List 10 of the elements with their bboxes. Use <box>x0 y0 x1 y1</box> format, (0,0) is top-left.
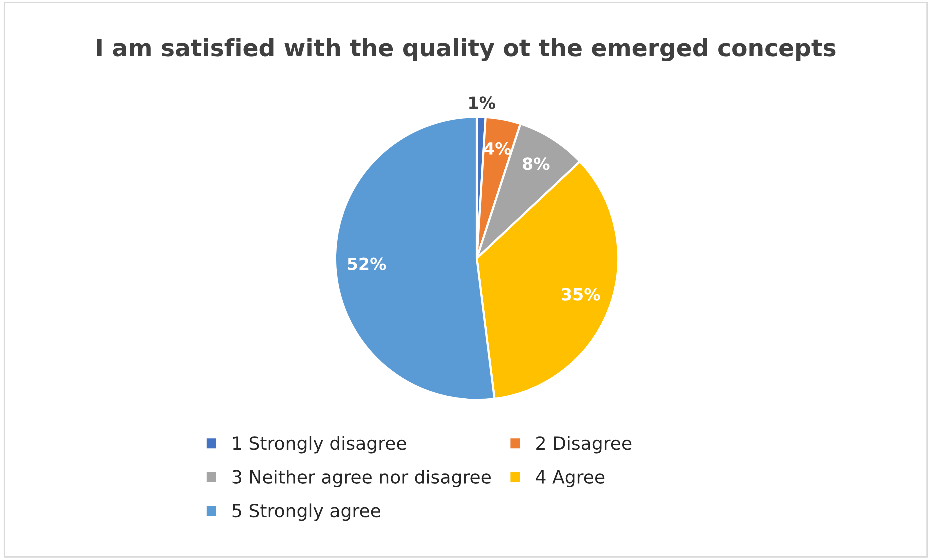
data-label: 35% <box>562 288 600 301</box>
data-label: 1% <box>470 96 496 110</box>
data-label: 52% <box>348 258 386 270</box>
data-label: 8% <box>523 158 550 170</box>
chart-title: I am satisfied with the quality ot the emerged concepts <box>97 38 836 62</box>
legend-label: 4 Agree <box>536 470 605 488</box>
legend-label: 1 Strongly disagree <box>233 436 406 454</box>
legend-label: 3 Neither agree nor disagree <box>232 470 491 488</box>
legend-label: 2 Disagree <box>536 436 632 454</box>
legend-label: 5 Strongly agree <box>232 504 380 522</box>
